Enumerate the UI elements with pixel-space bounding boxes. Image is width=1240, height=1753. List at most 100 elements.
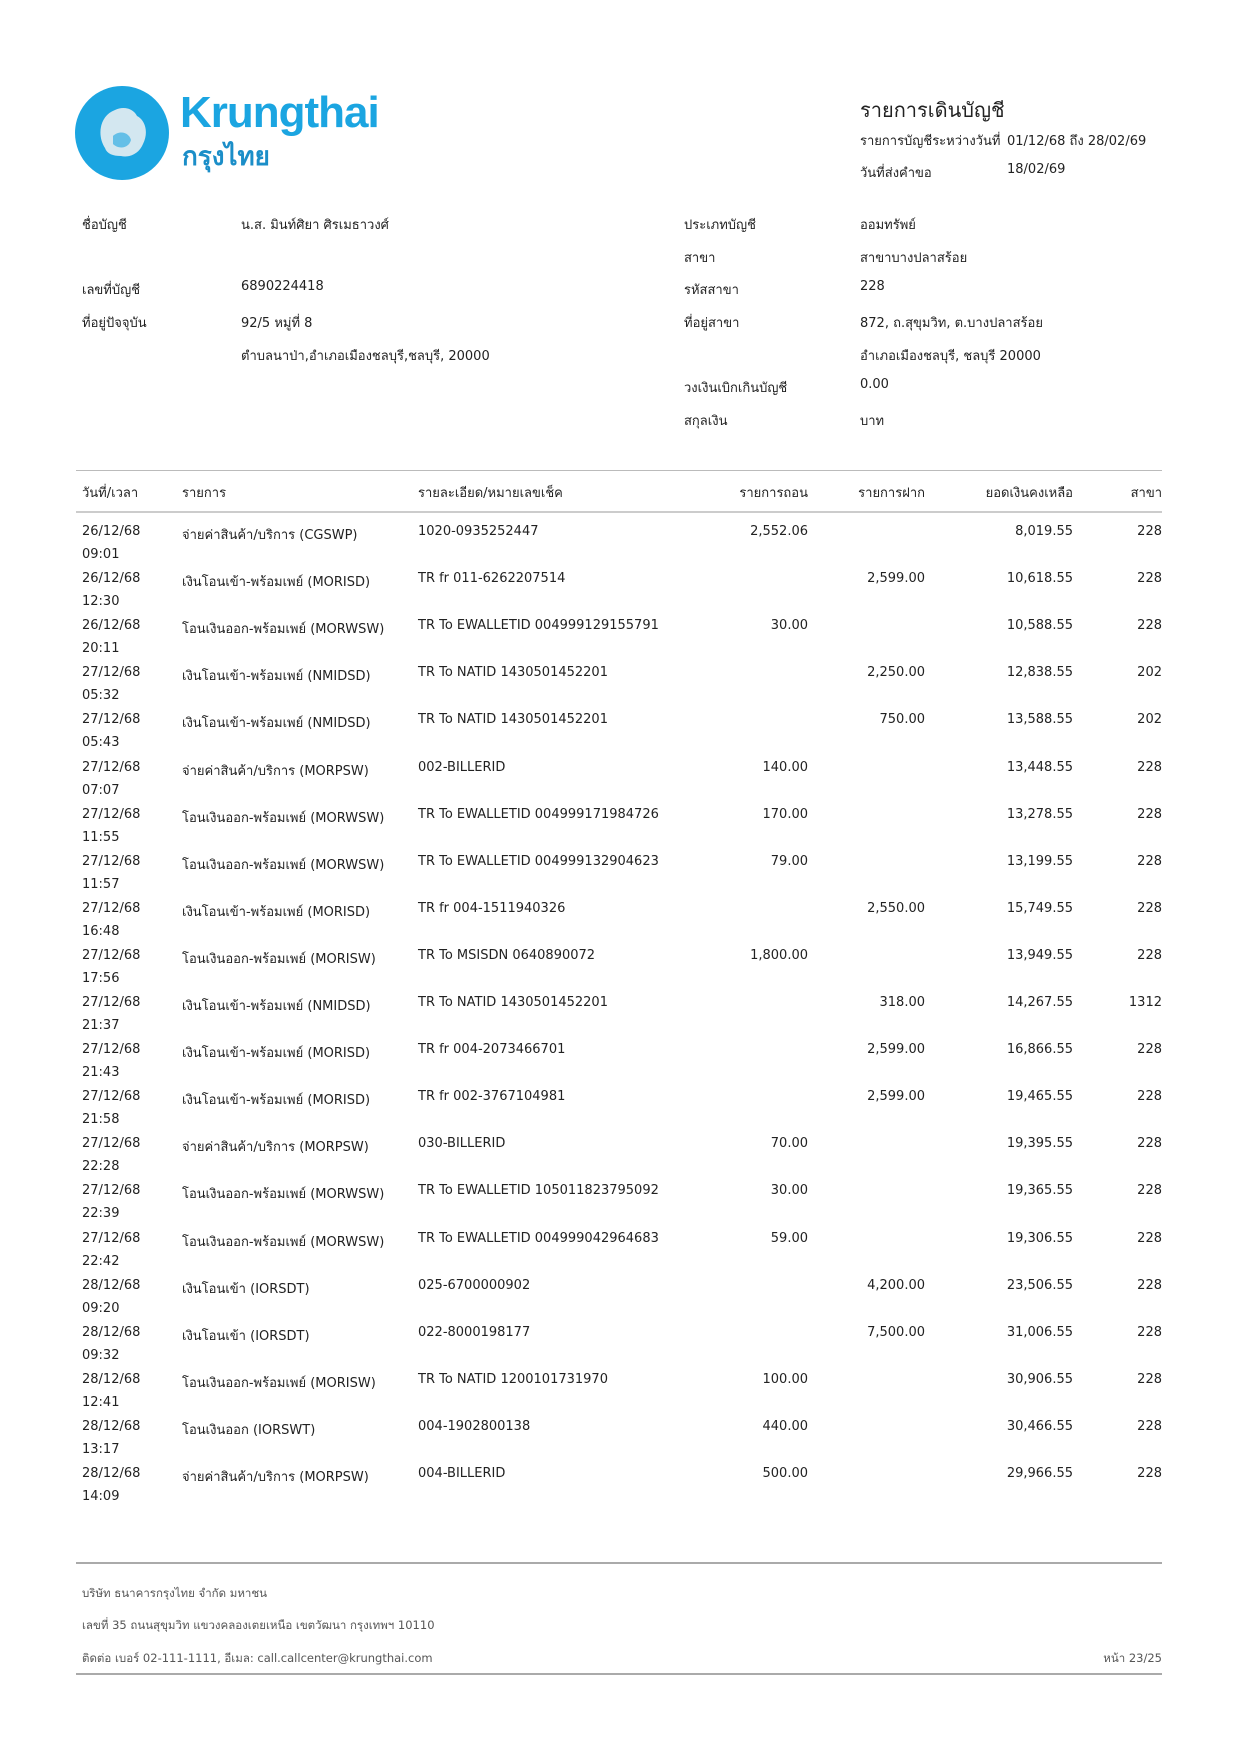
footer-bottom-divider (76, 1673, 1162, 1675)
row-detail: TR To EWALLETID 105011823795092 (418, 1183, 659, 1199)
row-time: 12:30 (82, 594, 120, 610)
row-transaction: เงินโอนเข้า-พร้อมเพย์ (MORISD) (182, 1046, 371, 1062)
row-time: 05:43 (82, 735, 120, 751)
row-balance: 15,749.55 (1006, 900, 1073, 916)
address-line2: ตำบลนาป่า,อำเภอเมืองชลบุรี,ชลบุรี, 20000 (241, 349, 490, 364)
row-detail: 1020-0935252447 (418, 524, 539, 539)
row-detail: TR To NATID 1430501452201 (418, 995, 608, 1010)
row-branch: 228 (1137, 947, 1162, 963)
row-withdraw: 30.00 (770, 1183, 808, 1199)
row-withdraw: 2,552.06 (750, 524, 808, 539)
page-title: รายการเดินบัญชี (860, 98, 1005, 122)
column-header-transaction: รายการ (182, 486, 227, 501)
row-transaction: โอนเงินออก-พร้อมเพย์ (MORWSW) (182, 810, 385, 826)
row-transaction: โอนเงินออก (IORSWT) (182, 1422, 316, 1438)
branch-label: สาขา (684, 251, 716, 266)
row-detail: TR To NATID 1200101731970 (418, 1371, 608, 1387)
row-transaction: โอนเงินออก-พร้อมเพย์ (MORISW) (182, 951, 376, 967)
row-branch: 228 (1137, 1371, 1162, 1387)
row-date: 27/12/68 (82, 995, 141, 1010)
row-withdraw: 70.00 (770, 1136, 808, 1152)
footer-contact: ติดต่อ เบอร์ 02-111-1111, อีเมล: call.ca… (82, 1651, 433, 1665)
branch-address-line1: 872, ถ.สุขุมวิท, ต.บางปลาสร้อย (860, 316, 1043, 331)
row-date: 26/12/68 (82, 524, 141, 539)
row-detail: TR To EWALLETID 004999129155791 (418, 618, 659, 634)
row-branch: 1312 (1128, 995, 1162, 1010)
address-line1: 92/5 หมู่ที่ 8 (241, 316, 313, 331)
row-detail: 002-BILLERID (418, 759, 506, 775)
row-withdraw: 500.00 (762, 1466, 809, 1481)
row-detail: TR To EWALLETID 004999132904623 (418, 853, 659, 869)
row-date: 28/12/68 (82, 1418, 141, 1434)
row-deposit: 2,250.00 (867, 665, 925, 681)
row-balance: 30,906.55 (1006, 1371, 1073, 1387)
row-branch: 228 (1137, 1230, 1162, 1246)
account-number-label: เลขที่บัญชี (82, 283, 141, 298)
row-branch: 228 (1137, 1042, 1162, 1058)
row-branch: 228 (1137, 1089, 1162, 1105)
row-detail: 004-1902800138 (418, 1418, 531, 1434)
overdraft-label: วงเงินเบิกเกินบัญชี (684, 381, 788, 396)
row-balance: 19,465.55 (1006, 1089, 1073, 1105)
row-balance: 29,966.55 (1006, 1466, 1073, 1481)
row-time: 21:58 (82, 1112, 120, 1128)
table-header-divider (76, 511, 1162, 513)
row-transaction: จ่ายค่าสินค้า/บริการ (MORPSW) (182, 1140, 369, 1156)
currency-label: สกุลเงิน (684, 414, 728, 429)
row-transaction: โอนเงินออก-พร้อมเพย์ (MORWSW) (182, 857, 385, 873)
row-detail: TR fr 004-1511940326 (418, 900, 566, 916)
row-deposit: 4,200.00 (867, 1277, 925, 1293)
row-withdraw: 59.00 (770, 1230, 808, 1246)
row-detail: TR To NATID 1430501452201 (418, 665, 608, 681)
row-branch: 228 (1137, 1466, 1162, 1481)
row-detail: TR fr 011-6262207514 (418, 571, 566, 587)
row-date: 27/12/68 (82, 759, 141, 775)
row-balance: 30,466.55 (1006, 1418, 1073, 1434)
row-time: 20:11 (82, 641, 120, 657)
row-transaction: จ่ายค่าสินค้า/บริการ (MORPSW) (182, 1470, 369, 1485)
row-time: 11:57 (82, 876, 120, 892)
row-withdraw: 30.00 (770, 618, 808, 634)
row-time: 12:41 (82, 1394, 120, 1410)
row-transaction: จ่ายค่าสินค้า/บริการ (MORPSW) (182, 763, 369, 779)
column-header-balance: ยอดเงินคงเหลือ (985, 486, 1073, 501)
row-balance: 19,365.55 (1006, 1183, 1073, 1199)
krungthai-logo-emblem (75, 86, 169, 180)
row-deposit: 7,500.00 (867, 1324, 925, 1340)
row-balance: 13,588.55 (1006, 712, 1073, 728)
row-detail: 030-BILLERID (418, 1136, 506, 1152)
row-branch: 228 (1137, 571, 1162, 587)
footer-top-divider (76, 1562, 1162, 1564)
row-withdraw: 440.00 (762, 1418, 809, 1434)
row-deposit: 2,550.00 (867, 900, 925, 916)
row-balance: 13,949.55 (1006, 947, 1073, 963)
row-date: 27/12/68 (82, 1136, 141, 1152)
row-branch: 228 (1137, 759, 1162, 775)
column-header-deposit: รายการฝาก (858, 486, 925, 501)
request-date-value: 18/02/69 (1007, 162, 1066, 177)
row-detail: TR fr 002-3767104981 (418, 1089, 566, 1105)
row-transaction: เงินโอนเข้า (IORSDT) (182, 1281, 310, 1297)
row-transaction: โอนเงินออก-พร้อมเพย์ (MORWSW) (182, 622, 385, 638)
row-date: 26/12/68 (82, 618, 141, 634)
row-withdraw: 140.00 (762, 759, 809, 775)
row-date: 28/12/68 (82, 1466, 141, 1481)
brand-name-th: กรุงไทย (182, 142, 270, 172)
row-transaction: เงินโอนเข้า-พร้อมเพย์ (NMIDSD) (182, 669, 371, 685)
row-balance: 10,588.55 (1006, 618, 1073, 634)
row-balance: 10,618.55 (1006, 571, 1073, 587)
row-transaction: เงินโอนเข้า-พร้อมเพย์ (NMIDSD) (182, 999, 371, 1014)
account-type-label: ประเภทบัญชี (684, 218, 756, 233)
footer-address: เลขที่ 35 ถนนสุขุมวิท แขวงคลองเตยเหนือ เ… (82, 1618, 435, 1632)
row-time: 11:55 (82, 829, 120, 845)
column-header-detail: รายละเอียด/หมายเลขเช็ค (418, 486, 563, 501)
row-date: 27/12/68 (82, 1183, 141, 1199)
row-balance: 8,019.55 (1015, 524, 1073, 539)
row-deposit: 318.00 (879, 995, 926, 1010)
row-balance: 23,506.55 (1006, 1277, 1073, 1293)
row-transaction: เงินโอนเข้า-พร้อมเพย์ (NMIDSD) (182, 716, 371, 732)
period-value: 01/12/68 ถึง 28/02/69 (1007, 134, 1147, 149)
currency-value: บาท (860, 414, 885, 429)
row-date: 26/12/68 (82, 571, 141, 587)
row-transaction: โอนเงินออก-พร้อมเพย์ (MORWSW) (182, 1187, 385, 1203)
